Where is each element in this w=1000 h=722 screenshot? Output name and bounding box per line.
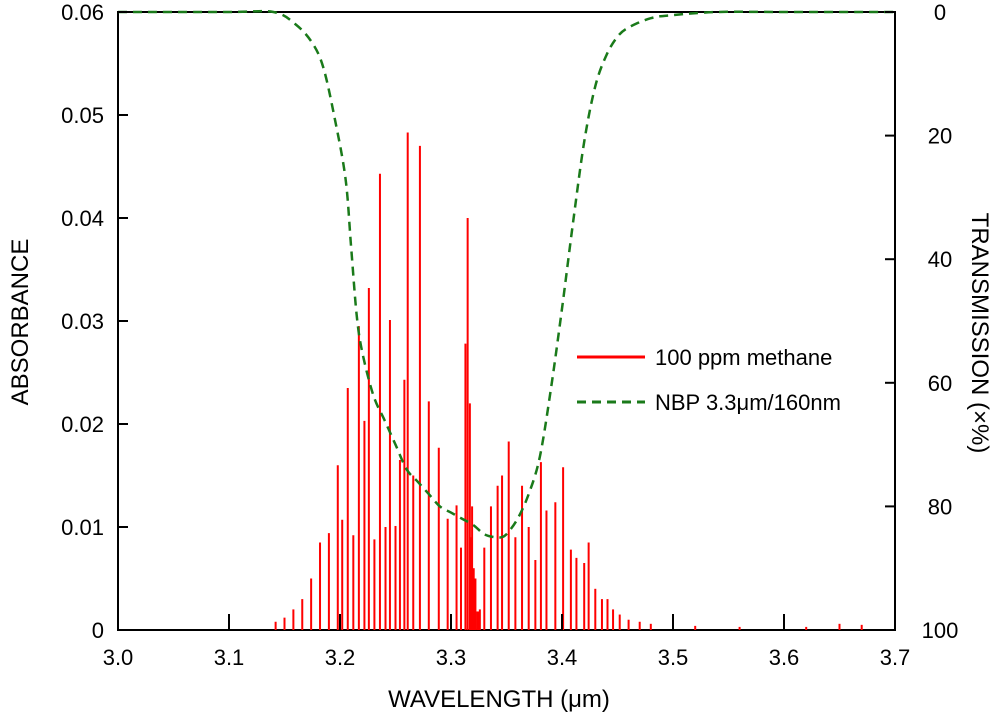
x-tick-label: 3.2 — [325, 645, 356, 670]
y-tick-label-left: 0.03 — [61, 309, 104, 334]
y-tick-label-left: 0.05 — [61, 103, 104, 128]
methane-series — [274, 132, 863, 630]
y-tick-label-right: 20 — [928, 124, 952, 149]
y-axis-title-left: ABSORBANCE — [7, 239, 34, 406]
y-tick-label-right: 0 — [934, 0, 946, 25]
x-tick-label: 3.5 — [658, 645, 689, 670]
y-tick-label-right: 80 — [928, 494, 952, 519]
x-tick-label: 3.6 — [769, 645, 800, 670]
axes-group: 3.0 3.1 3.2 3.3 3.4 3.5 3.6 3.7 0 0.01 0.02 0.03 0.0… — [61, 0, 958, 670]
y-tick-label-left: 0.04 — [61, 206, 104, 231]
y-tick-label-right: 60 — [928, 371, 952, 396]
filter-series — [117, 9, 895, 539]
y-tick-label-right: 100 — [922, 618, 959, 643]
x-tick-label: 3.4 — [547, 645, 578, 670]
y-axis-title-right: TRANSMISSION (×%) — [966, 213, 993, 454]
filter-transmission-curve — [117, 9, 895, 539]
x-tick-label: 3.0 — [103, 645, 134, 670]
y-tick-label-left: 0.01 — [61, 515, 104, 540]
x-tick-label: 3.7 — [880, 645, 911, 670]
x-tick-label: 3.1 — [214, 645, 245, 670]
y-tick-label-left: 0 — [92, 618, 104, 643]
legend-label-methane: 100 ppm methane — [655, 345, 832, 370]
legend: 100 ppm methane NBP 3.3μm/160nm — [577, 345, 841, 415]
x-tick-label: 3.3 — [436, 645, 467, 670]
y-tick-label-left: 0.06 — [61, 0, 104, 25]
y-tick-label-right: 40 — [928, 247, 952, 272]
y-tick-label-left: 0.02 — [61, 412, 104, 437]
plot-frame-group — [117, 11, 896, 631]
legend-label-filter: NBP 3.3μm/160nm — [655, 390, 841, 415]
x-axis-title: WAVELENGTH (μm) — [388, 686, 610, 713]
plot-frame — [117, 11, 896, 631]
